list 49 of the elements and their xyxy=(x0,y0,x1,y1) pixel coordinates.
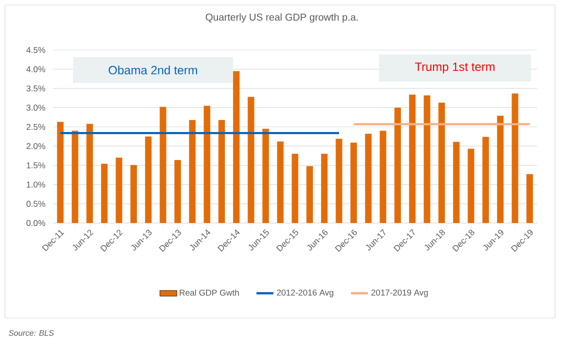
bar xyxy=(409,94,416,223)
annotation: Trump 1st term xyxy=(414,62,495,74)
bar xyxy=(130,164,137,223)
bar xyxy=(424,95,430,223)
y-tick-label: 0.0% xyxy=(26,220,46,226)
annotation: Obama 2nd term xyxy=(108,66,198,74)
y-tick-label: 1.5% xyxy=(26,162,46,168)
bar xyxy=(321,154,328,223)
bar xyxy=(218,120,225,223)
bar xyxy=(233,71,240,223)
bar xyxy=(468,148,474,223)
bar xyxy=(306,166,313,223)
bar xyxy=(526,174,533,223)
legend-label: 2017-2019 Avg xyxy=(371,290,428,298)
bar xyxy=(262,128,269,223)
bar xyxy=(160,106,166,223)
y-tick-label: 3.0% xyxy=(26,104,46,111)
chart-title: Quarterly US real GDP growth p.a. xyxy=(206,13,358,23)
legend-label: Real GDP Gwth xyxy=(180,289,239,296)
bar xyxy=(57,122,64,223)
bar xyxy=(189,120,196,223)
bar xyxy=(438,102,445,223)
bar xyxy=(86,124,93,223)
bar xyxy=(336,138,342,223)
y-tick-label: 1.0% xyxy=(26,182,46,188)
bar xyxy=(292,154,298,223)
bar xyxy=(482,136,489,223)
bar xyxy=(453,142,460,223)
bar xyxy=(365,134,372,223)
bar xyxy=(248,96,254,223)
bar xyxy=(72,130,78,223)
y-tick-label: 4.0% xyxy=(26,66,46,72)
y-tick-label: 2.5% xyxy=(26,124,46,130)
bar xyxy=(145,136,152,223)
bar xyxy=(394,108,401,223)
bar xyxy=(174,160,181,223)
bar xyxy=(116,158,122,223)
y-tick-label: 3.5% xyxy=(26,85,46,92)
bar xyxy=(101,164,108,223)
legend-label: 2012-2016 Avg xyxy=(276,290,334,298)
bar xyxy=(277,141,284,223)
y-tick-label: 0.5% xyxy=(26,200,46,207)
bar xyxy=(512,93,518,223)
bar xyxy=(350,142,357,223)
bar xyxy=(497,116,504,223)
bar xyxy=(204,106,210,223)
bar xyxy=(380,130,386,223)
y-tick-label: 2.0% xyxy=(26,143,46,150)
y-tick-label: 4.5% xyxy=(26,47,46,53)
